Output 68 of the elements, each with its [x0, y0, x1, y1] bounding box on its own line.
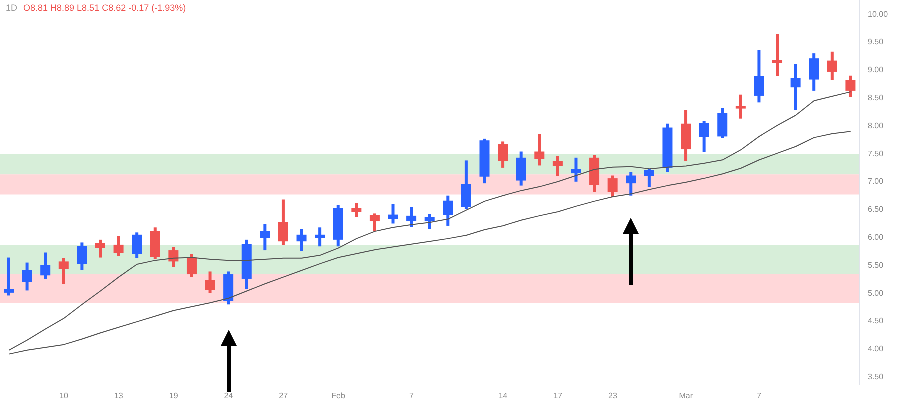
y-tick-label: 5.00	[868, 288, 884, 298]
candlestick	[315, 228, 326, 247]
y-tick-label: 4.00	[868, 344, 884, 354]
candlestick	[278, 200, 288, 246]
y-tick-label: 5.50	[868, 260, 884, 270]
candlestick	[352, 203, 362, 218]
y-tick-label: 7.50	[868, 149, 884, 158]
x-tick-label: Mar	[679, 392, 694, 401]
x-tick-label: 19	[169, 392, 179, 401]
candlestick	[827, 52, 838, 80]
candlestick	[406, 207, 417, 228]
candlestick	[77, 242, 88, 270]
candlestick	[95, 240, 106, 258]
x-tick-label: 7	[409, 392, 414, 401]
candlestick	[699, 121, 710, 152]
annotation: O8.81 H8.89 L8.51 C8.62 -0.17 (-1.93%)	[24, 3, 186, 13]
y-tick-label: 6.50	[868, 205, 884, 214]
candlestick	[644, 169, 654, 188]
annotation: 1D	[6, 3, 18, 13]
candlestick	[58, 258, 69, 284]
x-tick-label: 17	[554, 392, 564, 401]
candlestick	[534, 134, 545, 166]
candlestick	[114, 236, 124, 256]
candlestick	[846, 76, 856, 98]
x-tick-label: 13	[114, 392, 124, 401]
y-tick-label: 8.50	[868, 93, 884, 102]
candlestick	[260, 224, 270, 251]
line-series	[8, 92, 852, 351]
x-tick-label: 7	[757, 392, 762, 401]
candlestick	[370, 214, 380, 232]
candlestick	[571, 158, 582, 182]
candlestick	[22, 262, 32, 291]
y-tick-label: 8.00	[868, 121, 884, 130]
candlestick	[626, 172, 636, 196]
x-tick-label: 27	[279, 392, 289, 401]
y-tick-label: 7.00	[868, 177, 884, 186]
candlestick	[205, 272, 216, 294]
y-tick-label: 6.00	[868, 232, 884, 242]
candlestick	[4, 258, 14, 296]
candlestick	[718, 108, 728, 138]
y-tick-label: 3.50	[868, 372, 884, 382]
y-tick-label: 9.50	[868, 38, 884, 47]
candlestick	[388, 204, 398, 224]
candlestick	[498, 142, 508, 168]
x-tick-label: 10	[60, 392, 70, 401]
x-tick-label: 23	[608, 392, 618, 401]
x-tick-label: Feb	[332, 392, 346, 401]
candlestick	[168, 247, 179, 268]
candlestick	[296, 229, 307, 252]
candlestick	[461, 160, 472, 210]
candlestick	[40, 252, 51, 279]
y-tick-label: 4.50	[868, 316, 884, 326]
candlestick	[132, 232, 142, 258]
y-tick-label: 9.00	[868, 66, 884, 75]
line-series	[8, 131, 852, 355]
x-tick-label: 24	[224, 392, 234, 401]
candlestick	[516, 152, 526, 186]
y-tick-label: 10.00	[868, 10, 889, 19]
x-tick-label: 14	[498, 392, 508, 401]
candlestick	[809, 54, 820, 91]
candlestick	[552, 156, 563, 176]
candlestick	[608, 176, 618, 198]
candlestick	[424, 214, 435, 230]
candlestick	[754, 50, 764, 103]
candlestick	[790, 64, 801, 110]
candlestick	[736, 94, 746, 119]
candlestick	[443, 196, 454, 226]
candlestick	[186, 254, 197, 278]
